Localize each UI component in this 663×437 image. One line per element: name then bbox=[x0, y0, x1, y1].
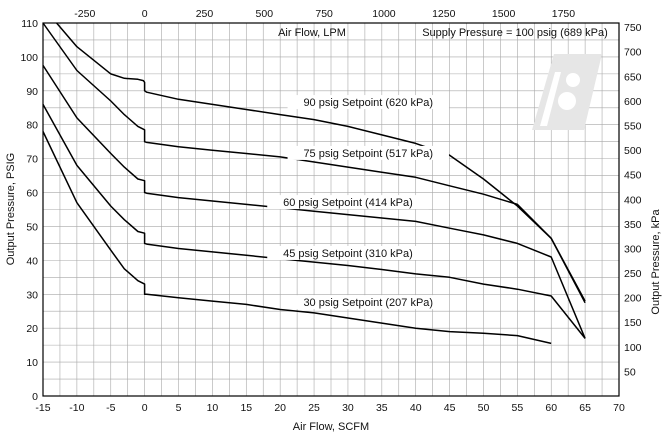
x-tick-label: 45 bbox=[444, 402, 456, 414]
y-tick-label: 40 bbox=[26, 255, 38, 267]
series-label: 45 psig Setpoint (310 kPa) bbox=[283, 248, 413, 260]
x-tick-label: 20 bbox=[274, 402, 286, 414]
y-tick-label: 30 bbox=[26, 289, 38, 301]
series-label-background bbox=[287, 295, 449, 310]
series-label-background bbox=[287, 145, 449, 160]
x-tick-label: -5 bbox=[106, 402, 115, 414]
y-tick-label: 110 bbox=[21, 18, 38, 30]
y-tick-label: 80 bbox=[26, 120, 38, 132]
right-tick-label: 450 bbox=[624, 170, 642, 182]
x-tick-label: 40 bbox=[410, 402, 422, 414]
x-tick-label: 25 bbox=[308, 402, 320, 414]
top-tick-label: 500 bbox=[256, 8, 274, 20]
series-lines bbox=[42, 22, 586, 345]
top-tick-labels: -250 0 250 500 750 1000 1250 1500 1750 bbox=[74, 8, 575, 20]
x-tick-label: 0 bbox=[142, 402, 148, 414]
x-tick-label: 65 bbox=[579, 402, 591, 414]
right-tick-label: 650 bbox=[624, 71, 642, 83]
x-tick-label: 15 bbox=[240, 402, 252, 414]
x-tick-label: 5 bbox=[176, 402, 182, 414]
right-tick-label: 550 bbox=[624, 121, 642, 133]
right-tick-label: 750 bbox=[624, 22, 642, 34]
series-line bbox=[56, 22, 586, 302]
right-tick-label: 600 bbox=[624, 96, 642, 108]
y-tick-label: 20 bbox=[26, 323, 38, 335]
logo-watermark bbox=[532, 54, 602, 130]
series-line bbox=[42, 104, 586, 339]
y-tick-label: 0 bbox=[32, 391, 38, 403]
x-tick-label: 10 bbox=[207, 402, 219, 414]
y-tick-label: 90 bbox=[26, 86, 38, 98]
right-tick-label: 350 bbox=[624, 219, 642, 231]
right-tick-labels: 50 100 150 200 250 300 350 400 450 500 550 600 650 70… bbox=[624, 22, 642, 378]
top-tick-label: 1250 bbox=[432, 8, 456, 20]
top-tick-label: 0 bbox=[142, 8, 148, 20]
y-tick-label: 70 bbox=[26, 154, 38, 166]
right-tick-label: 150 bbox=[624, 317, 642, 329]
x-tick-labels: -15 -10 -5 0 5 10 15 20 25 30 35 40 45 50 55 60 65 70 bbox=[35, 402, 625, 414]
series-label-background bbox=[287, 95, 449, 110]
top-tick-label: 250 bbox=[196, 8, 214, 20]
series-line bbox=[42, 22, 586, 304]
x-tick-label: 55 bbox=[512, 402, 524, 414]
top-tick-label: 1000 bbox=[372, 8, 396, 20]
x-tick-label: 30 bbox=[342, 402, 354, 414]
y-tick-label: 60 bbox=[26, 188, 38, 200]
right-tick-label: 100 bbox=[624, 342, 642, 354]
plot-frame bbox=[42, 22, 620, 397]
x-axis-title: Air Flow, SCFM bbox=[293, 421, 369, 433]
y-axis-title: Output Pressure, PSIG bbox=[5, 153, 17, 266]
top-tick-label: 750 bbox=[315, 8, 333, 20]
series-line bbox=[42, 131, 552, 345]
right-tick-label: 50 bbox=[624, 366, 636, 378]
right-tick-label: 500 bbox=[624, 145, 642, 157]
x-tick-label: -10 bbox=[69, 402, 84, 414]
x-tick-label: 70 bbox=[613, 402, 625, 414]
right-tick-label: 700 bbox=[624, 47, 642, 59]
right-tick-label: 400 bbox=[624, 194, 642, 206]
series-label: 90 psig Setpoint (620 kPa) bbox=[303, 97, 433, 109]
top-tick-label: 1750 bbox=[552, 8, 576, 20]
y-tick-label: 50 bbox=[26, 221, 38, 233]
y-tick-label: 10 bbox=[26, 357, 38, 369]
series-label-background bbox=[267, 195, 429, 210]
y-tick-label: 100 bbox=[20, 52, 38, 64]
right-tick-label: 250 bbox=[624, 268, 642, 280]
x-tick-label: -15 bbox=[35, 402, 50, 414]
x-tick-label: 35 bbox=[376, 402, 388, 414]
series-label: 60 psig Setpoint (414 kPa) bbox=[283, 197, 413, 209]
top-axis-title: Air Flow, LPM bbox=[278, 27, 346, 39]
top-tick-label: 1500 bbox=[492, 8, 516, 20]
series-label: 75 psig Setpoint (517 kPa) bbox=[303, 148, 433, 160]
series-line bbox=[42, 64, 586, 339]
x-tick-label: 50 bbox=[478, 402, 490, 414]
right-tick-label: 200 bbox=[624, 293, 642, 305]
y-axis-right-title: Output Pressure, kPa bbox=[650, 209, 662, 315]
top-tick-label: -250 bbox=[74, 8, 95, 20]
series-labels: 90 psig Setpoint (620 kPa) 75 psig Setpoi… bbox=[267, 95, 449, 310]
series-label: 30 psig Setpoint (207 kPa) bbox=[303, 297, 433, 309]
x-tick-label: 60 bbox=[545, 402, 557, 414]
series-label-background bbox=[267, 245, 429, 260]
y-tick-labels: 0 10 20 30 40 50 60 70 80 90 100 110 bbox=[20, 18, 38, 403]
supply-pressure-note: Supply Pressure = 100 psig (689 kPa) bbox=[422, 27, 608, 39]
right-tick-label: 300 bbox=[624, 243, 642, 255]
